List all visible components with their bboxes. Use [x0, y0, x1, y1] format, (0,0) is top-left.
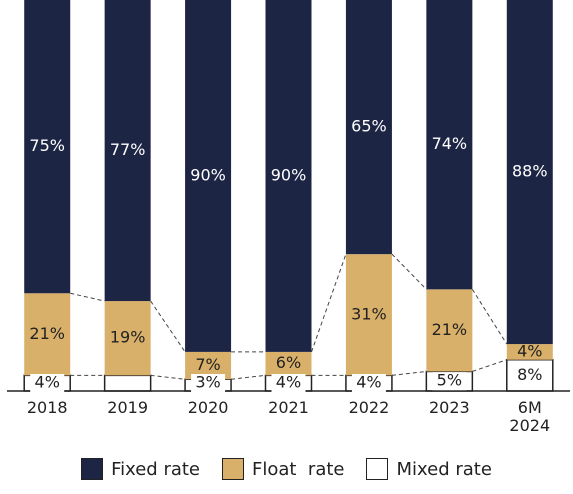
connector	[70, 292, 105, 302]
legend-label: Mixed rate	[396, 458, 492, 480]
data-label: 74%	[432, 134, 468, 153]
legend-label: Float rate	[252, 458, 345, 480]
connector	[231, 374, 266, 380]
connector	[391, 253, 427, 290]
bar-segment	[104, 301, 151, 376]
bar-segment	[24, 0, 71, 294]
data-label: 90%	[190, 165, 226, 184]
legend-swatch	[81, 458, 104, 480]
legend: Fixed rate Float rate Mixed rate	[0, 458, 573, 480]
data-label: 4%	[517, 341, 542, 360]
legend-label: Fixed rate	[111, 458, 201, 480]
bar-segment	[506, 0, 553, 345]
data-label: 65%	[351, 117, 387, 136]
bar-segment	[103, 374, 152, 392]
data-label: 5%	[437, 371, 462, 390]
x-tick-label: 2019	[107, 398, 148, 417]
x-tick-label: 2022	[348, 398, 390, 417]
bar-segment	[426, 0, 473, 290]
data-label: 4%	[276, 373, 301, 392]
bar-segment	[265, 0, 312, 352]
bar-segment	[345, 254, 392, 376]
data-label: 6%	[276, 353, 301, 372]
bar-segment	[426, 289, 473, 372]
connector	[311, 253, 347, 353]
x-tick-label: 2023	[428, 398, 470, 417]
data-label: 88%	[512, 162, 548, 181]
label-box	[432, 372, 467, 391]
label-box	[191, 374, 226, 392]
x-tick-label: 2018	[26, 398, 68, 417]
label-box	[351, 374, 386, 392]
data-label: 8%	[517, 365, 542, 384]
bar-segment	[265, 351, 312, 376]
legend-item: Fixed rate	[81, 458, 200, 480]
x-tick-label: 2021	[268, 398, 309, 417]
bar-segment	[506, 344, 553, 360]
legend-item: Float rate	[222, 458, 344, 480]
legend-item: Mixed rate	[366, 458, 492, 480]
legend-swatch	[222, 458, 245, 480]
data-label: 21%	[432, 320, 468, 339]
bar-segment	[104, 0, 151, 302]
connector	[150, 300, 186, 353]
connector	[472, 359, 507, 372]
bar-segment	[345, 0, 392, 255]
data-label: 31%	[351, 304, 387, 323]
label-box	[271, 374, 306, 392]
connector	[391, 370, 427, 376]
x-tick-label: 6M 2024	[509, 398, 551, 435]
bar-segment	[185, 0, 232, 352]
data-label: 19%	[110, 328, 146, 347]
data-label: 75%	[29, 136, 65, 155]
legend-swatch	[366, 458, 389, 480]
x-tick-label: 2020	[187, 398, 229, 417]
data-label: 77%	[110, 140, 146, 159]
connector	[150, 374, 186, 380]
data-label: 7%	[195, 355, 220, 374]
data-label: 4%	[356, 373, 381, 392]
data-label: 90%	[271, 165, 307, 184]
label-box	[30, 374, 65, 392]
data-label: 3%	[195, 373, 220, 392]
data-label: 21%	[29, 324, 65, 343]
data-label: 4%	[35, 373, 60, 392]
bar-segment	[24, 293, 71, 376]
connector	[471, 289, 508, 345]
label-box	[512, 366, 547, 385]
